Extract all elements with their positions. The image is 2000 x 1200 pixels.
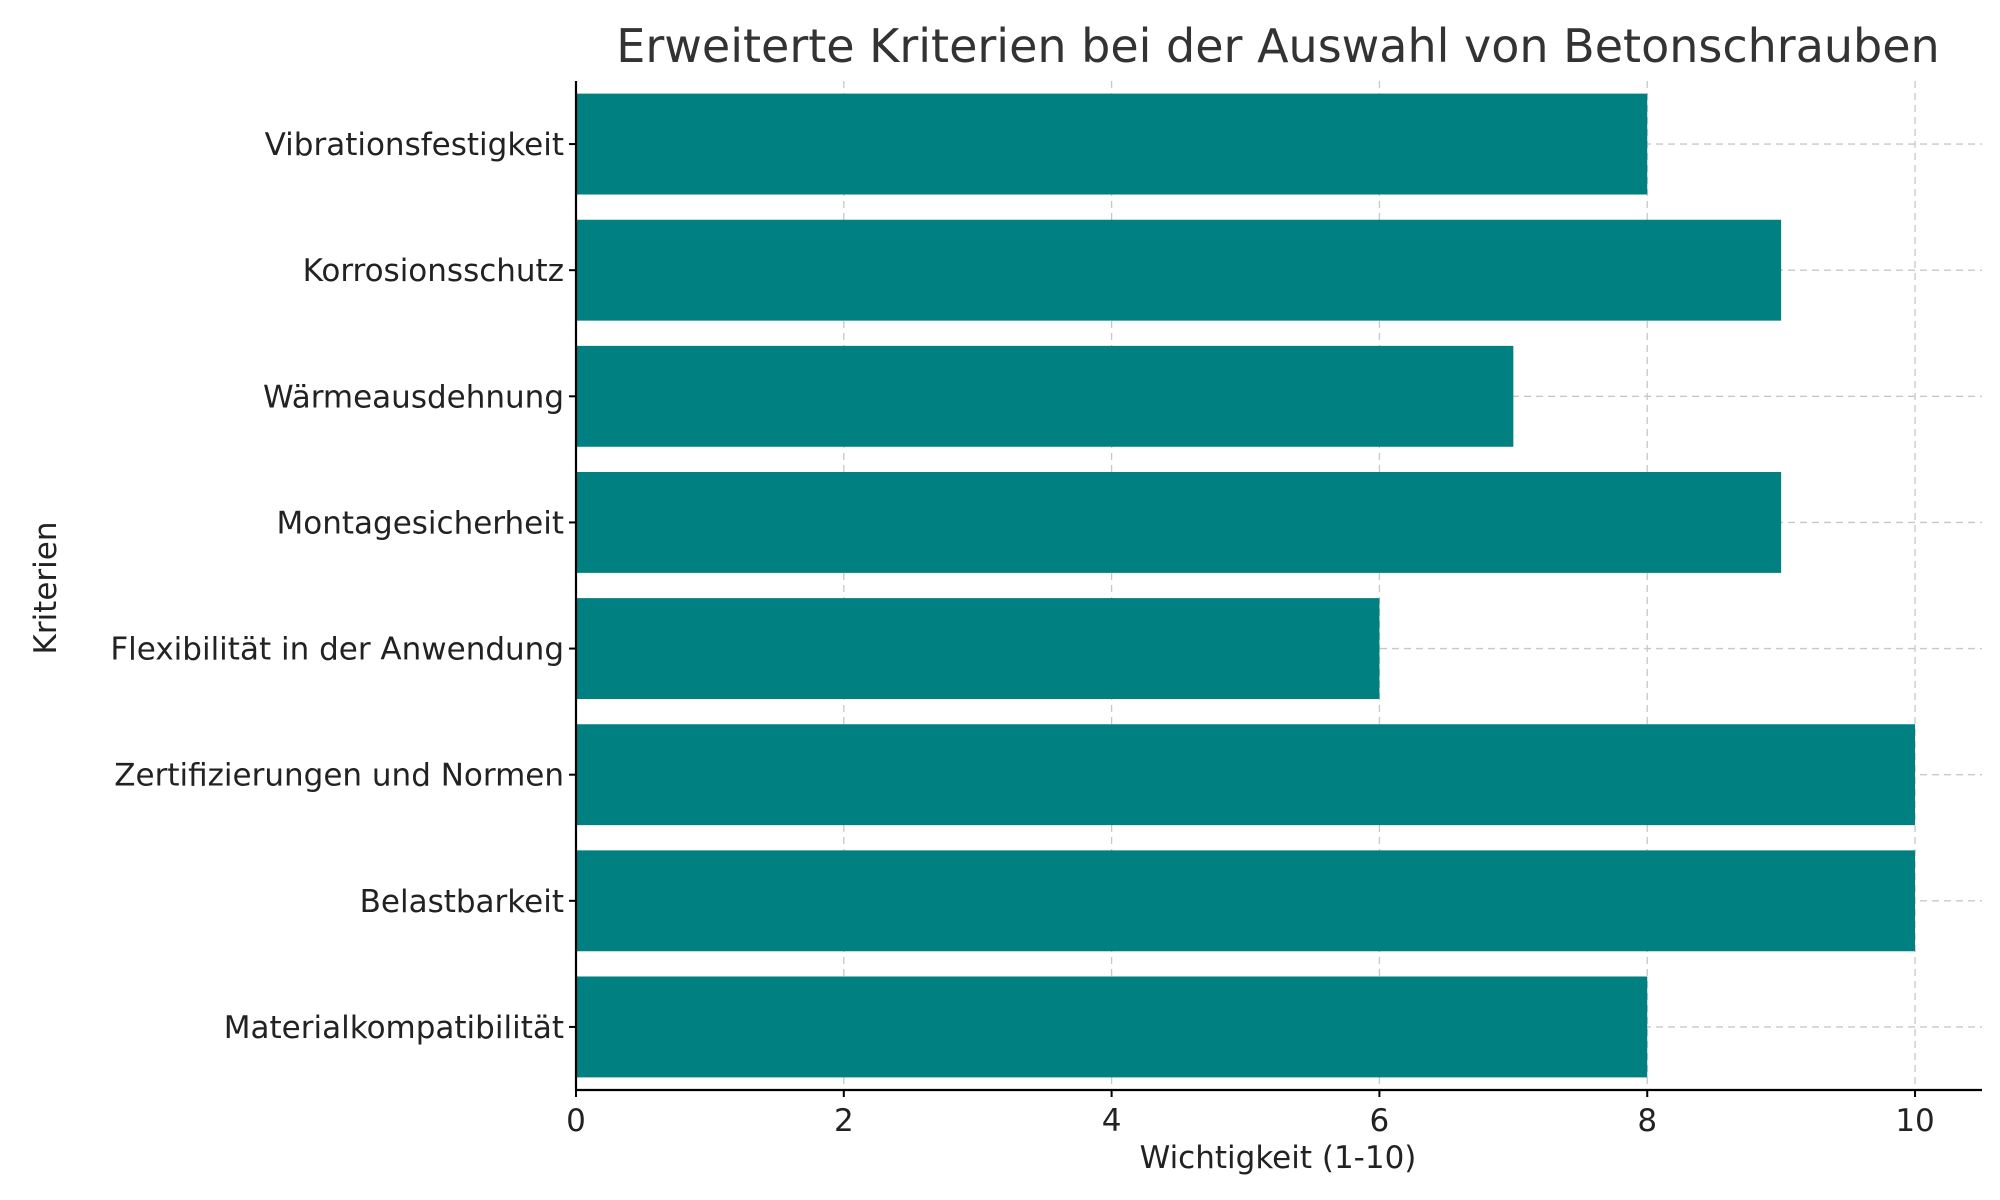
- x-axis-label: Wichtigkeit (1-10): [1140, 1140, 1417, 1176]
- y-tick-label: Montagesicherheit: [277, 505, 564, 541]
- x-tick-label: 4: [1102, 1103, 1122, 1139]
- x-tick-label: 10: [1895, 1103, 1934, 1139]
- bars-layer: [576, 93, 1916, 1078]
- y-tick-label: Flexibilität in der Anwendung: [110, 632, 564, 668]
- bar: [576, 724, 1916, 826]
- y-tick-label: Zertifizierungen und Normen: [114, 758, 564, 794]
- bar: [576, 598, 1380, 700]
- chart-title: Erweiterte Kriterien bei der Auswahl von…: [616, 19, 1939, 73]
- y-tick-label: Korrosionsschutz: [303, 253, 564, 289]
- x-tick-label: 0: [566, 1103, 586, 1139]
- bar: [576, 93, 1648, 195]
- x-tick-label: 8: [1637, 1103, 1657, 1139]
- bar: [576, 219, 1782, 321]
- x-tick-label: 6: [1370, 1103, 1390, 1139]
- y-tick-label: Wärmeausdehnung: [263, 379, 564, 415]
- x-tick-label: 2: [834, 1103, 854, 1139]
- y-tick-label: Belastbarkeit: [360, 884, 564, 920]
- labels-layer: 0 2 4 6 8 10 Materialkompatibilität Belastbarke…: [110, 127, 1934, 1139]
- y-tick-label: Materialkompatibilität: [224, 1010, 564, 1046]
- bar: [576, 850, 1916, 952]
- y-axis-label: Kriterien: [28, 522, 64, 655]
- y-tick-label: Vibrationsfestigkeit: [265, 127, 564, 163]
- bar: [576, 471, 1782, 573]
- bar: [576, 345, 1514, 447]
- axes-layer: [569, 81, 1982, 1097]
- bar: [576, 976, 1648, 1078]
